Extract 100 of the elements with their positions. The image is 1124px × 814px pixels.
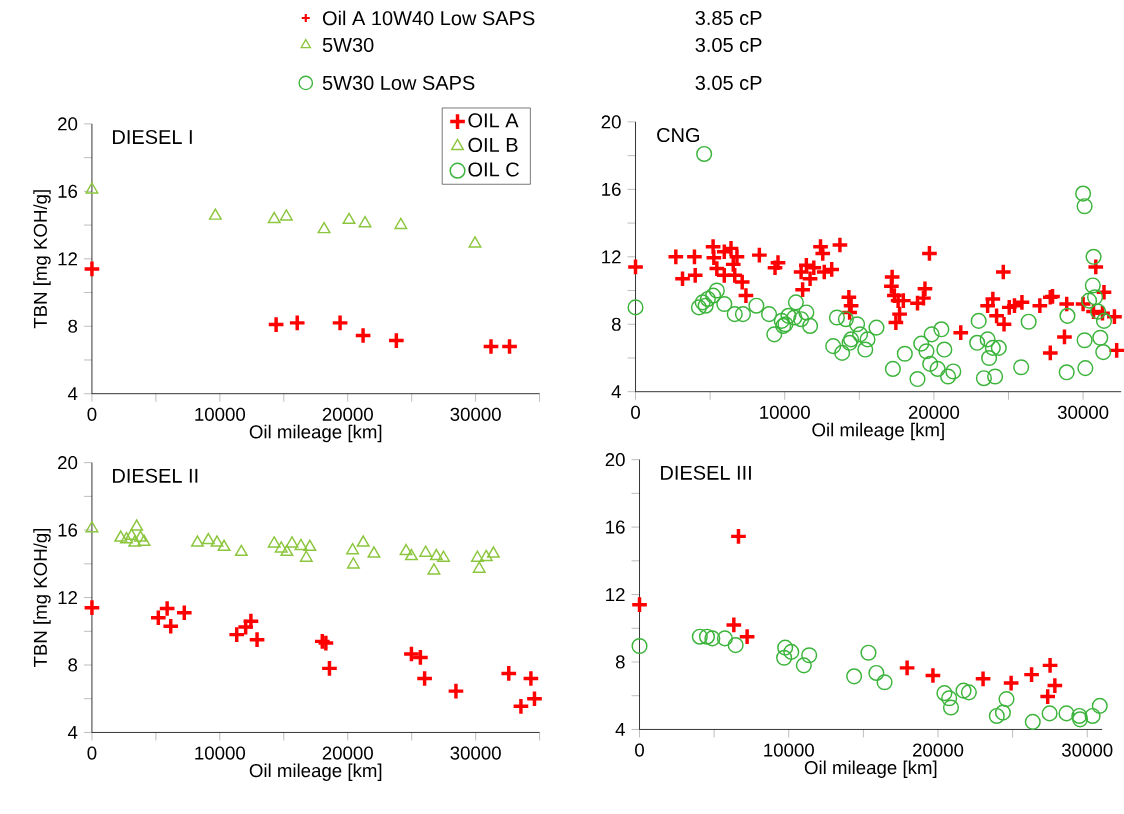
point bbox=[876, 673, 893, 691]
point bbox=[795, 657, 812, 674]
y-tick-label: 4 bbox=[67, 387, 78, 400]
point bbox=[1091, 697, 1108, 714]
point bbox=[354, 326, 373, 345]
y-tick-label: 20 bbox=[58, 455, 78, 470]
x-tick-label: 30000 bbox=[450, 746, 501, 760]
x-tick-label: 30000 bbox=[1057, 405, 1109, 419]
point bbox=[394, 217, 408, 229]
point bbox=[415, 669, 434, 688]
point bbox=[217, 539, 231, 551]
point bbox=[358, 215, 372, 228]
point bbox=[446, 681, 465, 700]
y-axis-title: TBN [mg KOH/g] bbox=[33, 528, 51, 667]
point bbox=[267, 315, 286, 334]
point bbox=[320, 659, 339, 678]
point bbox=[342, 212, 356, 224]
x-tick-label: 0 bbox=[631, 405, 640, 419]
y-tick-label: 12 bbox=[606, 587, 625, 601]
point bbox=[248, 630, 267, 649]
point bbox=[974, 669, 993, 688]
x-tick-label: 20000 bbox=[908, 405, 960, 419]
point bbox=[479, 549, 493, 561]
point bbox=[190, 535, 204, 547]
point bbox=[716, 630, 733, 647]
point bbox=[387, 331, 406, 350]
y-tick-label: 4 bbox=[615, 722, 625, 736]
point bbox=[346, 557, 360, 569]
point bbox=[114, 530, 128, 542]
point bbox=[776, 649, 793, 666]
point bbox=[846, 668, 863, 685]
point bbox=[82, 259, 101, 278]
point bbox=[267, 535, 281, 548]
point bbox=[299, 550, 313, 562]
point bbox=[125, 528, 139, 540]
legend-label: OIL C bbox=[468, 162, 519, 177]
point bbox=[942, 699, 960, 716]
point bbox=[1041, 656, 1060, 675]
point bbox=[158, 599, 177, 618]
point bbox=[1024, 713, 1041, 730]
point bbox=[1072, 711, 1089, 728]
x-tick-label: 20000 bbox=[913, 743, 964, 757]
point bbox=[201, 532, 215, 545]
y-tick-label: 12 bbox=[58, 590, 77, 604]
x-tick-label: 10000 bbox=[764, 743, 814, 757]
y-tick-label: 16 bbox=[58, 523, 78, 537]
x-tick-label: 0 bbox=[87, 746, 97, 760]
point bbox=[941, 689, 958, 707]
point bbox=[525, 689, 544, 708]
point bbox=[738, 627, 757, 646]
point bbox=[631, 637, 648, 654]
y-tick-label: 20 bbox=[605, 452, 625, 467]
point bbox=[994, 704, 1011, 721]
y-tick-label: 12 bbox=[602, 250, 621, 264]
legend-label: OIL A bbox=[468, 113, 519, 128]
y-tick-label: 4 bbox=[67, 725, 78, 739]
y-axis-title: TBN [mg KOH/g] bbox=[33, 190, 51, 329]
point bbox=[85, 520, 99, 533]
point bbox=[691, 628, 708, 645]
point bbox=[1041, 705, 1058, 722]
text: 5W30 bbox=[322, 37, 374, 52]
x-tick-label: 20000 bbox=[322, 407, 373, 421]
x-tick-label: 0 bbox=[635, 743, 644, 757]
point bbox=[267, 211, 281, 224]
point bbox=[998, 690, 1015, 707]
y-tick-label: 16 bbox=[606, 520, 625, 534]
x-tick-label: 20000 bbox=[322, 746, 373, 760]
x-tick-label: 10000 bbox=[195, 407, 246, 421]
x-axis-title: Oil mileage [km] bbox=[812, 422, 944, 440]
point bbox=[285, 535, 299, 548]
point bbox=[923, 666, 942, 685]
point bbox=[955, 682, 972, 699]
point bbox=[521, 669, 540, 688]
point bbox=[85, 182, 99, 194]
x-axis-title: Oil mileage [km] bbox=[249, 763, 382, 781]
point bbox=[860, 644, 877, 661]
point bbox=[500, 337, 519, 356]
point bbox=[274, 541, 288, 553]
point bbox=[472, 561, 486, 573]
x-tick-label: 30000 bbox=[450, 407, 501, 421]
point bbox=[486, 546, 500, 558]
y-tick-label: 20 bbox=[601, 115, 621, 129]
point bbox=[783, 643, 800, 660]
chart-title: DIESEL II bbox=[113, 468, 198, 483]
point bbox=[437, 550, 451, 562]
point bbox=[356, 535, 370, 547]
x-axis-title: Oil mileage [km] bbox=[804, 760, 937, 778]
point bbox=[119, 531, 133, 544]
point bbox=[630, 595, 649, 614]
point bbox=[210, 535, 224, 547]
x-tick-label: 30000 bbox=[1062, 743, 1113, 757]
point bbox=[1058, 705, 1075, 722]
point bbox=[801, 646, 818, 664]
point bbox=[288, 313, 307, 332]
x-tick-label: 10000 bbox=[195, 746, 246, 760]
y-tick-label: 8 bbox=[615, 655, 625, 669]
point bbox=[511, 697, 530, 716]
point bbox=[429, 548, 443, 561]
x-tick-label: 0 bbox=[87, 407, 97, 421]
x-tick-label: 10000 bbox=[760, 405, 810, 419]
